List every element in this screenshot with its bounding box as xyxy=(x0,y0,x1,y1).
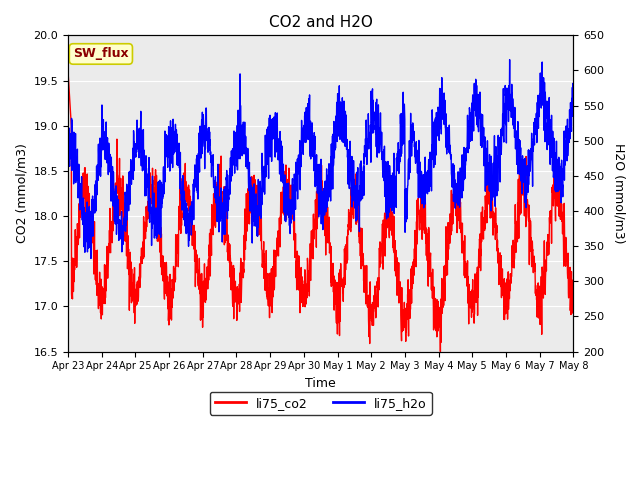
li75_h2o xyxy=(540,87,547,93)
li75_h2o xyxy=(205,147,213,153)
Text: SW_flux: SW_flux xyxy=(73,48,129,60)
Legend: li75_co2, li75_h2o: li75_co2, li75_h2o xyxy=(210,392,431,415)
li75_h2o xyxy=(87,255,95,261)
X-axis label: Time: Time xyxy=(305,377,336,390)
li75_co2 xyxy=(467,293,475,299)
li75_co2 xyxy=(570,287,577,293)
Y-axis label: CO2 (mmol/m3): CO2 (mmol/m3) xyxy=(15,144,28,243)
li75_co2 xyxy=(205,251,212,256)
li75_co2 xyxy=(64,69,72,74)
Y-axis label: H2O (mmol/m3): H2O (mmol/m3) xyxy=(612,143,625,244)
li75_co2 xyxy=(335,270,342,276)
li75_h2o xyxy=(335,100,343,106)
li75_h2o xyxy=(525,173,533,179)
li75_co2 xyxy=(346,215,354,221)
Line: li75_h2o: li75_h2o xyxy=(68,60,573,258)
Title: CO2 and H2O: CO2 and H2O xyxy=(269,15,372,30)
li75_h2o xyxy=(467,122,475,128)
li75_h2o xyxy=(64,166,72,172)
li75_co2 xyxy=(436,348,444,354)
li75_h2o xyxy=(570,99,577,105)
li75_h2o xyxy=(346,138,354,144)
Line: li75_co2: li75_co2 xyxy=(68,72,573,351)
li75_co2 xyxy=(525,202,532,208)
li75_co2 xyxy=(539,291,547,297)
li75_h2o xyxy=(506,57,513,62)
